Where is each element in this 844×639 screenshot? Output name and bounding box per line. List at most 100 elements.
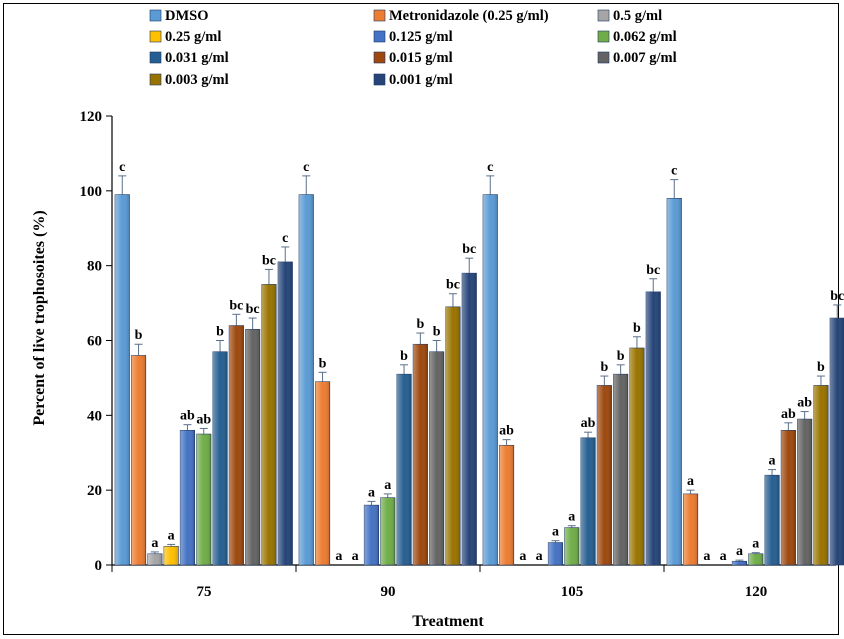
data-label: a <box>536 549 543 564</box>
data-label: a <box>687 474 694 489</box>
bar-shading <box>748 553 763 565</box>
data-label: bc <box>830 289 844 304</box>
data-label: c <box>303 160 309 175</box>
data-label: a <box>384 478 391 493</box>
data-label: b <box>617 349 625 364</box>
data-label: bc <box>229 298 243 313</box>
bar-shading <box>212 351 228 565</box>
data-label: a <box>736 544 743 559</box>
x-axis-label: Treatment <box>412 613 484 630</box>
bar-shading <box>548 542 563 565</box>
legend-entry: 0.5 g/ml <box>613 8 662 24</box>
legend-swatch <box>149 30 162 43</box>
data-label: ab <box>781 407 796 422</box>
bar-shading <box>597 385 612 565</box>
y-tick-label: 120 <box>80 109 103 125</box>
legend-swatch <box>373 51 386 64</box>
bar-shading <box>564 527 579 565</box>
legend-entry: 0.007 g/ml <box>613 50 677 66</box>
legend-entry: 0.062 g/ml <box>613 29 677 45</box>
bar-shading <box>396 374 412 565</box>
data-label: a <box>769 454 776 469</box>
data-label: b <box>216 325 224 340</box>
y-tick-label: 40 <box>87 408 102 424</box>
legend-swatch <box>149 9 162 22</box>
y-tick-label: 20 <box>87 483 102 499</box>
data-label: a <box>752 537 759 552</box>
data-label: b <box>817 360 825 375</box>
bar-shading <box>196 434 211 565</box>
bar-shading <box>830 318 844 565</box>
legend-entry: 0.25 g/ml <box>165 29 221 45</box>
data-label: c <box>671 164 677 179</box>
bar-shading <box>813 385 829 565</box>
legend-entry: 0.003 g/ml <box>165 72 229 88</box>
bar-shading <box>380 497 395 565</box>
data-label: bc <box>646 263 660 278</box>
data-label: a <box>703 549 710 564</box>
legend-entry: DMSO <box>165 8 209 24</box>
chart-legend: DMSO Metronidazole (0.25 g/ml) 0.5 g/ml 0.2… <box>149 8 677 88</box>
data-label: a <box>335 549 342 564</box>
bar-shading <box>683 493 698 565</box>
y-axis-label: Percent of live trophosoites (%) <box>31 210 48 425</box>
data-label: b <box>400 349 408 364</box>
legend-entry: Metronidazole (0.25 g/ml) <box>389 8 549 24</box>
bar-shading <box>613 374 628 565</box>
x-tick-label: 75 <box>197 584 212 600</box>
bar-shading <box>261 284 277 565</box>
bar-shading <box>131 355 146 565</box>
data-label: a <box>568 510 575 525</box>
data-label: a <box>352 549 359 564</box>
y-tick-label: 0 <box>95 558 103 574</box>
bar-shading <box>429 351 444 565</box>
bar-shading <box>445 306 461 565</box>
data-label: a <box>368 485 375 500</box>
bar-shading <box>413 344 428 565</box>
data-label: b <box>135 328 143 343</box>
bar-shading <box>299 194 314 565</box>
bar-shading <box>147 553 163 565</box>
data-label: b <box>433 325 441 340</box>
bar-shading <box>462 273 477 565</box>
bar-shading <box>629 347 645 565</box>
y-tick-label: 100 <box>80 184 103 200</box>
data-label: bc <box>246 302 260 317</box>
data-label: b <box>319 356 327 371</box>
data-label: ab <box>797 396 812 411</box>
data-label: bc <box>462 242 476 257</box>
legend-swatch <box>149 73 162 86</box>
bar-shading <box>180 430 195 565</box>
legend-entry: 0.015 g/ml <box>389 50 453 66</box>
bar-shading <box>483 194 498 565</box>
legend-swatch <box>597 30 610 43</box>
legend-swatch <box>373 9 386 22</box>
data-label: a <box>720 549 727 564</box>
legend-swatch <box>149 51 162 64</box>
data-label: bc <box>262 253 276 268</box>
bar-shading <box>278 261 293 565</box>
bar-shading <box>229 325 244 565</box>
legend-entry: 0.125 g/ml <box>389 29 453 45</box>
y-tick-label: 80 <box>87 259 102 275</box>
bar-shading <box>580 437 596 565</box>
data-label: ab <box>196 412 211 427</box>
legend-swatch <box>373 30 386 43</box>
data-label: a <box>168 528 175 543</box>
bar-shading <box>797 419 812 565</box>
bar-shading <box>315 381 330 565</box>
bar-shading <box>781 430 796 565</box>
data-label: b <box>600 360 608 375</box>
bar-shading <box>732 561 747 565</box>
data-label: b <box>416 317 424 332</box>
data-label: c <box>487 160 493 175</box>
data-label: a <box>519 549 526 564</box>
data-label: c <box>119 160 125 175</box>
legend-swatch <box>597 9 610 22</box>
data-label: b <box>633 321 641 336</box>
bar-shading <box>163 546 179 565</box>
bar-shading <box>764 475 780 565</box>
legend-entry: 0.031 g/ml <box>165 50 229 66</box>
